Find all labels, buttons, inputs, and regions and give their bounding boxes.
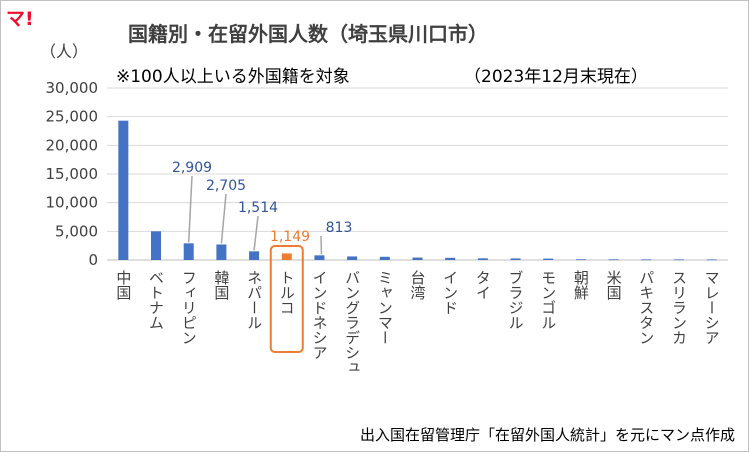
bar: [151, 231, 162, 260]
y-tick-label: 0: [88, 251, 98, 269]
leader-line: [187, 175, 193, 243]
bar: [445, 257, 456, 260]
bar: [510, 258, 521, 260]
bar: [379, 256, 390, 260]
y-tick-label: 15,000: [46, 165, 99, 183]
bar: [347, 256, 358, 260]
x-tick-label: 韓国: [212, 270, 230, 300]
x-tick-label: スリランカ: [670, 270, 688, 345]
y-tick-label: 10,000: [46, 194, 99, 212]
bar: [281, 253, 292, 260]
data-label: 2,909: [172, 160, 212, 176]
highlight-box: [269, 245, 304, 353]
y-tick-label: 30,000: [46, 79, 99, 97]
bar: [183, 243, 194, 260]
x-tick-label: インドネシア: [310, 270, 328, 360]
bar: [216, 244, 227, 260]
x-tick-label: 台湾: [409, 270, 427, 300]
x-tick-label: フィリピン: [180, 270, 198, 345]
bar: [477, 258, 488, 260]
x-tick-label: ベトナム: [147, 270, 165, 330]
data-label: 813: [326, 220, 353, 236]
bar: [608, 259, 619, 261]
x-tick-label: インド: [441, 270, 459, 315]
bar: [249, 251, 260, 260]
x-tick-label: トルコ: [278, 270, 296, 315]
x-tick-label: 米国: [605, 270, 623, 300]
x-tick-label: モンゴル: [539, 270, 557, 330]
y-tick-label: 20,000: [46, 136, 99, 154]
x-tick-label: パキスタン: [637, 270, 655, 345]
x-tick-label: 中国: [114, 270, 132, 300]
x-tick-label: タイ: [474, 270, 492, 300]
source-note: 出入国在留管理庁「在留外国人統計」を元にマン点作成: [359, 426, 735, 444]
chart-period: （2023年12月末現在）: [464, 67, 648, 87]
bar: [575, 259, 586, 261]
bar: [314, 255, 325, 260]
y-tick-label: 5,000: [55, 222, 98, 240]
x-tick-label: ブラジル: [507, 270, 525, 330]
bar: [412, 257, 423, 260]
x-tick-label: ネパール: [245, 270, 263, 330]
bar: [543, 258, 554, 260]
y-tick-label: 25,000: [46, 108, 99, 126]
logo: マ!: [6, 8, 34, 30]
x-tick-label: 朝鮮: [572, 270, 590, 300]
leader-line: [253, 215, 259, 251]
chart-title: 国籍別・在留外国人数（埼玉県川口市）: [128, 22, 488, 46]
x-tick-label: バングラデシュ: [343, 270, 361, 375]
chart-subtitle: ※100人以上いる外国籍を対象: [116, 67, 350, 87]
bar: [706, 259, 717, 261]
y-axis-unit: （人）: [40, 42, 89, 61]
bar: [673, 259, 684, 261]
leader-line: [220, 193, 227, 244]
x-tick-label: ミャンマー: [376, 270, 394, 345]
data-label: 2,705: [206, 178, 246, 194]
bar: [118, 120, 129, 261]
x-tick-label: マレーシア: [703, 270, 721, 345]
data-label: 1,514: [238, 200, 278, 216]
data-label: 1,149: [270, 229, 310, 245]
bar: [641, 259, 652, 261]
